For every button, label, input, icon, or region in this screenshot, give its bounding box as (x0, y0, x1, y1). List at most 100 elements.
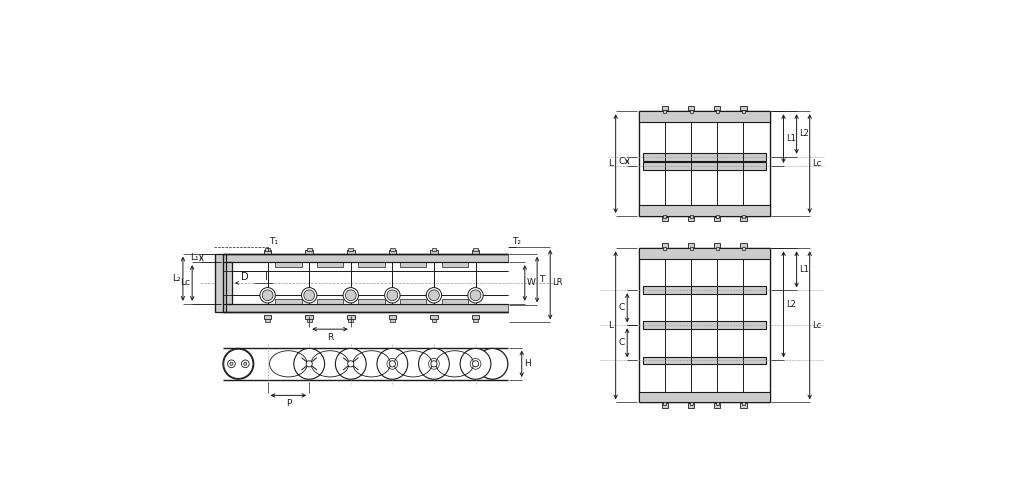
Circle shape (387, 290, 397, 301)
Text: C: C (618, 157, 625, 166)
Bar (316, 262, 343, 267)
Bar (689, 110, 692, 113)
Bar (264, 250, 271, 254)
Bar (664, 110, 667, 113)
Bar (643, 286, 766, 294)
Bar (223, 304, 508, 312)
Bar (639, 248, 770, 259)
Bar (716, 215, 719, 218)
Bar (390, 248, 394, 250)
Bar (307, 248, 311, 250)
Bar (275, 262, 301, 267)
Text: I: I (264, 272, 267, 282)
Bar (742, 110, 745, 113)
Text: T₁: T₁ (269, 237, 279, 246)
Text: C: C (618, 304, 625, 312)
Bar (689, 402, 692, 405)
Text: H: H (524, 359, 530, 369)
Bar (714, 243, 720, 248)
Circle shape (468, 288, 483, 303)
Circle shape (242, 360, 249, 368)
Circle shape (301, 288, 316, 303)
Circle shape (431, 361, 437, 367)
Text: T₂: T₂ (512, 237, 521, 246)
Bar (432, 319, 436, 322)
Text: L₂: L₂ (172, 274, 180, 283)
Text: L2: L2 (799, 130, 809, 139)
Bar (348, 248, 353, 250)
Text: Lc: Lc (812, 321, 821, 330)
Bar (689, 215, 692, 218)
Bar (688, 243, 694, 248)
Text: P: P (286, 399, 291, 408)
Text: R: R (327, 333, 333, 342)
Text: T: T (540, 275, 545, 284)
Text: L1: L1 (785, 134, 796, 143)
Circle shape (460, 348, 490, 379)
Bar (716, 402, 719, 405)
Bar (223, 271, 508, 295)
Bar (388, 250, 396, 254)
Bar (643, 153, 766, 161)
Bar (473, 319, 478, 322)
Bar (316, 299, 343, 304)
Bar (441, 299, 468, 304)
Circle shape (244, 362, 247, 365)
Circle shape (389, 361, 395, 367)
Circle shape (472, 361, 478, 367)
Bar (223, 254, 508, 262)
Bar (400, 262, 426, 267)
Bar (689, 247, 692, 250)
Bar (473, 248, 478, 250)
Text: L1: L1 (799, 265, 809, 274)
Bar (639, 111, 770, 122)
Text: Lc: Lc (812, 159, 821, 168)
Bar (472, 250, 479, 254)
Bar (265, 248, 270, 250)
Text: Lc: Lc (180, 279, 189, 287)
Bar (643, 322, 766, 329)
Bar (740, 217, 746, 221)
Bar (390, 319, 394, 322)
Circle shape (223, 348, 254, 379)
Text: LR: LR (553, 279, 563, 287)
Circle shape (426, 288, 441, 303)
Bar (664, 215, 667, 218)
Bar (688, 106, 694, 110)
Bar (432, 248, 436, 250)
Circle shape (348, 361, 354, 367)
Bar (223, 262, 232, 304)
Bar (714, 106, 720, 110)
Circle shape (345, 290, 356, 301)
Circle shape (294, 348, 325, 379)
Text: L: L (608, 321, 613, 330)
Bar (358, 299, 385, 304)
Bar (688, 217, 694, 221)
Circle shape (419, 348, 450, 379)
Bar (714, 403, 720, 408)
Bar (742, 247, 745, 250)
Bar (639, 391, 770, 402)
Text: C: C (618, 338, 625, 348)
Bar (688, 403, 694, 408)
Bar (639, 205, 770, 216)
Circle shape (429, 290, 439, 301)
Circle shape (343, 288, 358, 303)
Bar (664, 402, 667, 405)
Bar (430, 250, 438, 254)
Circle shape (304, 290, 314, 301)
Bar (215, 254, 226, 312)
Bar (714, 217, 720, 221)
Bar (742, 215, 745, 218)
Bar (305, 250, 313, 254)
Bar (223, 304, 508, 312)
Bar (664, 247, 667, 250)
Text: L: L (608, 159, 613, 168)
Ellipse shape (223, 349, 253, 379)
Bar (662, 243, 668, 248)
Circle shape (306, 361, 312, 367)
Bar (400, 299, 426, 304)
Circle shape (227, 360, 236, 368)
Bar (740, 243, 746, 248)
Bar (275, 299, 301, 304)
